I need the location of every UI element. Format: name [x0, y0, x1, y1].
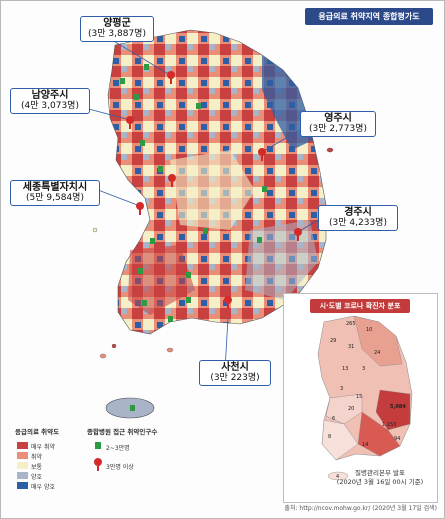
inset-value: 265: [346, 321, 356, 327]
inset-title: 시·도별 코로나 확진자 분포: [310, 299, 410, 313]
legend-pin-icons: [94, 442, 102, 471]
legend-label: 취약: [31, 454, 43, 461]
red-pushpin-icon: [126, 71, 302, 309]
legend-swatch: [17, 472, 28, 479]
inset-value: 24: [374, 350, 381, 356]
island: [166, 347, 174, 353]
inset-value: 3: [340, 386, 344, 392]
callout-detail: (3만 4,233명): [329, 218, 387, 228]
legend: 응급의료 취약도 종합병원 접근 취약인구수 매우 취약 취약 보통 양호 매우…: [5, 420, 187, 500]
callout-city: 사천시: [221, 362, 249, 373]
callout-namyangju: 남양주시 (4만 3,073명): [10, 88, 90, 114]
map-title: 응급의료 취약지역 종합평가도: [305, 8, 433, 25]
inset-value: 13: [342, 366, 349, 372]
island: [99, 353, 107, 359]
inset-value: 15: [356, 394, 363, 400]
source-footnote: 출처: http://ncov.mohw.go.kr/ (2020년 3월 17…: [284, 505, 437, 512]
legend-label: 매우 취약: [31, 444, 55, 451]
callout-city: 남양주시: [31, 90, 69, 101]
island: [111, 343, 117, 349]
inset-value: 94: [394, 436, 401, 442]
legend-swatch: [17, 482, 28, 489]
inset-value: 31: [348, 344, 355, 350]
callout-city: 세종특별자치시: [22, 182, 88, 193]
inset-value-daegu: 5,084: [390, 404, 406, 410]
inset-value: 6: [332, 416, 336, 422]
green-pin-icon: [95, 442, 101, 449]
ulleungdo: [326, 147, 334, 153]
inset-value: 4: [336, 474, 340, 480]
callout-yeongju: 영주시 (3만 2,773명): [300, 111, 376, 137]
callout-sacheon: 사천시 (3만 223명): [199, 360, 271, 386]
callout-detail: (5만 9,584명): [26, 193, 84, 203]
inset-source-line1: 질병관리본부 발표: [355, 469, 405, 477]
inset-value: 3: [362, 366, 366, 372]
inset-source: 질병관리본부 발표 (2020년 3월 16일 00시 기준): [326, 469, 434, 487]
callout-detail: (3만 223명): [210, 373, 260, 383]
legend-pin-label: 3만명 이상: [106, 464, 134, 471]
callout-city: 양평군: [103, 18, 131, 29]
legend-swatch: [17, 442, 28, 449]
callout-city: 경주시: [344, 207, 372, 218]
callout-yangpyeong: 양평군 (3만 3,887명): [80, 16, 154, 42]
legend-swatch: [17, 452, 28, 459]
callout-detail: (4만 3,073명): [21, 101, 79, 111]
region-southwest: [128, 245, 195, 315]
legend-label: 보통: [31, 464, 43, 471]
callout-sejong: 세종특별자치시 (5만 9,584명): [10, 180, 100, 206]
callout-gyeongju: 경주시 (3만 4,233명): [318, 205, 398, 231]
inset-value: 10: [366, 327, 373, 333]
inset-value: 29: [330, 338, 337, 344]
legend-swatch: [17, 462, 28, 469]
inset-value: 8: [328, 434, 332, 440]
legend-label: 양호: [31, 474, 43, 481]
callout-city: 영주시: [324, 113, 352, 124]
legend-pin-label: 2~3만명: [106, 445, 130, 452]
green-pin-icon: [120, 64, 267, 411]
inset-value: 14: [362, 442, 369, 448]
inset-korea-map: [317, 315, 413, 481]
legend-pin-title: 종합병원 접근 취약인구수: [87, 428, 158, 436]
callout-detail: (3만 2,773명): [309, 124, 367, 134]
covid-inset-map: 시·도별 코로나 확진자 분포 265 10 29 31 24 13 3 5,0…: [283, 293, 438, 503]
inset-value: 1,153: [382, 422, 397, 428]
callout-detail: (3만 3,887명): [88, 29, 146, 39]
legend-label: 매우 양호: [31, 484, 55, 491]
legend-vulnerability-title: 응급의료 취약도: [15, 428, 60, 436]
inset-value: 20: [348, 406, 355, 412]
region-southeast: [245, 220, 318, 300]
inset-source-line2: (2020년 3월 16일 00시 기준): [336, 478, 424, 486]
red-pushpin-icon: [94, 458, 102, 466]
island: [92, 227, 98, 233]
region-central: [170, 150, 255, 230]
